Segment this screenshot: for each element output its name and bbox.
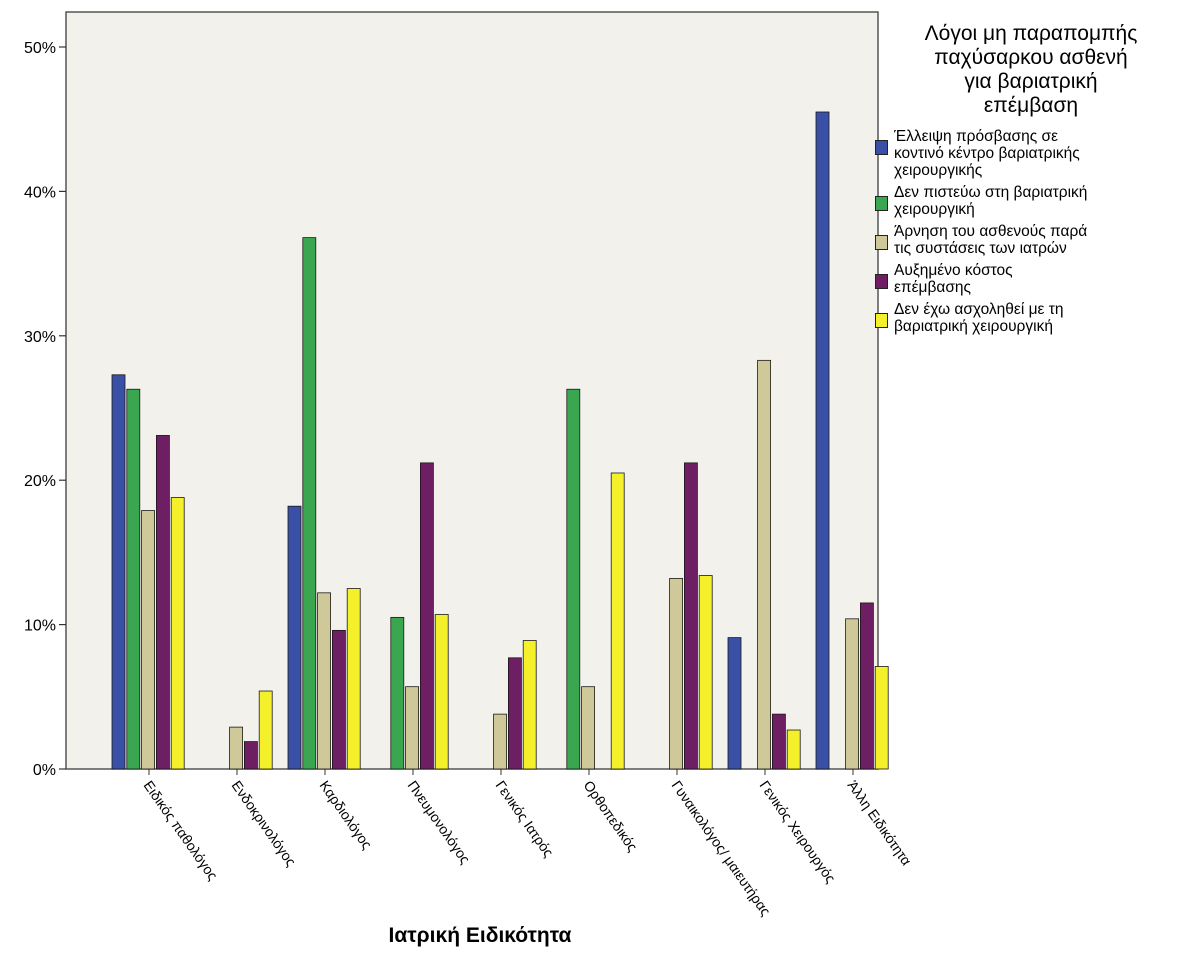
legend-item: Δεν έχω ασχοληθεί με τη βαριατρική χειρου… — [872, 301, 1190, 335]
bar — [331, 629, 346, 770]
x-tick-label: Καρδιολόγος — [317, 778, 376, 853]
y-tick-label: 20% — [24, 473, 56, 490]
bar — [287, 505, 302, 770]
bar — [757, 359, 771, 770]
legend-swatch — [875, 313, 888, 328]
bar — [243, 741, 258, 770]
x-tick-label: Γενικός Ιατρός — [493, 778, 557, 861]
x-tick-label: Ειδικός παθολόγος — [141, 778, 222, 884]
bar — [772, 713, 786, 770]
x-tick-label: Ενδοκρινολόγος — [229, 778, 300, 870]
bar — [522, 640, 537, 770]
x-tick-label: Άλλη Ειδικότητα — [845, 778, 915, 869]
bar — [786, 729, 801, 770]
y-tick-label: 50% — [24, 40, 56, 57]
bar — [684, 462, 698, 770]
bar — [610, 472, 625, 770]
x-axis-title: Ιατρική Ειδικότητα — [388, 924, 572, 947]
legend-title-line: Λόγοι μη παραπομπής — [924, 22, 1138, 45]
bar — [390, 616, 405, 770]
legend-label-line: Άρνηση του ασθενούς παρά — [894, 223, 1088, 240]
legend-label-line: Αυξημένο κόστος — [894, 262, 1013, 279]
bar — [669, 577, 683, 770]
bar — [258, 690, 273, 770]
bar — [419, 462, 434, 770]
bar — [698, 575, 713, 770]
bar — [845, 618, 859, 770]
legend-title-line: για βαριατρική — [964, 70, 1098, 93]
bar — [141, 510, 156, 770]
bar — [126, 388, 141, 770]
legend-label-line: βαριατρική χειρουργική — [894, 318, 1053, 335]
legend-label-line: τις συστάσεις των ιατρών — [894, 240, 1067, 257]
bar — [727, 637, 742, 770]
legend-item: Έλλειψη πρόσβασης σε κοντινό κέντρο βαρια… — [872, 128, 1190, 179]
x-tick-label: Πνευμονολόγος — [405, 778, 474, 867]
legend: Λόγοι μη παραπομπής παχύσαρκου ασθενή για … — [872, 22, 1190, 340]
legend-label-line: Έλλειψη πρόσβασης σε — [894, 128, 1058, 145]
legend-item: Άρνηση του ασθενούς παρά τις συστάσεις τω… — [872, 223, 1190, 257]
legend-item: Δεν πιστεύω στη βαριατρική χειρουργική — [872, 184, 1190, 218]
legend-item: Αυξημένο κόστος επέμβασης — [872, 262, 1190, 296]
bar — [111, 374, 126, 770]
y-axis: 0% 10% 20% 30% 40% 50% — [24, 40, 66, 779]
bar — [302, 237, 317, 770]
bar — [815, 111, 830, 770]
legend-label-line: κοντινό κέντρο βαριατρικής — [894, 145, 1080, 162]
legend-title: Λόγοι μη παραπομπής παχύσαρκου ασθενή για … — [878, 22, 1184, 118]
legend-swatch — [875, 196, 888, 211]
bar — [493, 713, 508, 770]
bar — [581, 686, 595, 770]
x-axis: Ειδικός παθολόγος Ενδοκρινολόγος Καρδιολόγ… — [141, 769, 915, 919]
legend-label-line: Δεν έχω ασχοληθεί με τη — [894, 301, 1064, 318]
legend-title-line: επέμβαση — [983, 94, 1079, 117]
bar — [874, 666, 889, 770]
bar — [155, 435, 170, 770]
legend-swatch — [875, 235, 888, 250]
legend-label-line: χειρουργικής — [894, 162, 983, 179]
y-tick-label: 30% — [24, 329, 56, 346]
x-tick-label: Ορθοπεδικός — [581, 778, 642, 855]
legend-swatch — [875, 140, 888, 155]
bar — [170, 497, 185, 770]
bars — [111, 111, 889, 770]
bar — [346, 588, 361, 770]
bar — [566, 388, 581, 770]
bar — [317, 592, 332, 770]
x-tick-label: Γυναικολόγος/ μαιευτήρας — [669, 778, 775, 919]
y-tick-label: 40% — [24, 184, 56, 201]
plot-background — [65, 11, 879, 770]
bar — [229, 726, 244, 770]
y-tick-label: 0% — [33, 762, 56, 779]
legend-items: Έλλειψη πρόσβασης σε κοντινό κέντρο βαρια… — [872, 128, 1190, 335]
y-tick-label: 10% — [24, 618, 56, 635]
legend-swatch — [875, 274, 888, 289]
bar — [405, 686, 420, 770]
bar — [860, 602, 874, 770]
legend-label-line: επέμβασης — [894, 279, 971, 296]
bar — [507, 657, 522, 770]
legend-label-line: Δεν πιστεύω στη βαριατρική — [894, 184, 1088, 201]
legend-title-line: παχύσαρκου ασθενή — [934, 46, 1128, 69]
x-tick-label: Γενικός Χειρουργός — [757, 778, 840, 886]
legend-label-line: χειρουργική — [894, 201, 975, 218]
bar — [434, 614, 449, 770]
